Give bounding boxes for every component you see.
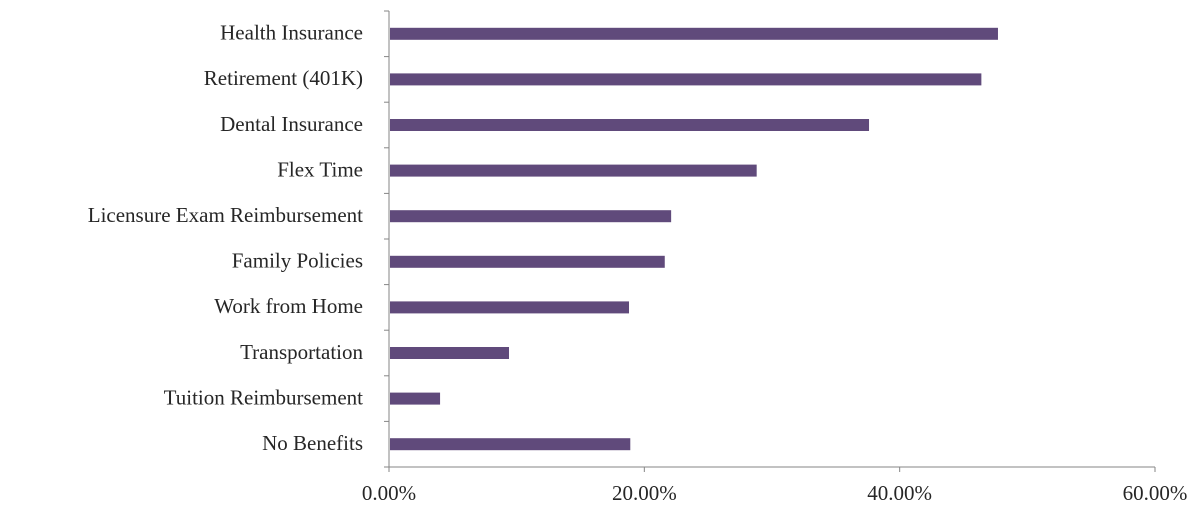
category-label: Dental Insurance	[220, 112, 363, 136]
x-tick-label: 60.00%	[1123, 481, 1188, 505]
bar-work-from-home	[390, 301, 630, 314]
bar-no-benefits	[390, 438, 631, 451]
bar-tuition-reimbursement	[390, 392, 441, 405]
x-axis: 0.00% 20.00% 40.00% 60.00%	[362, 466, 1188, 505]
bar-retirement-401k	[390, 73, 982, 86]
category-label: Transportation	[240, 340, 363, 364]
category-label: Flex Time	[277, 157, 363, 181]
bar-licensure-exam-reimbursement	[390, 210, 672, 223]
category-label: Work from Home	[214, 294, 363, 318]
x-tick-label: 40.00%	[867, 481, 932, 505]
category-label: Family Policies	[232, 249, 363, 273]
category-label: Tuition Reimbursement	[164, 385, 363, 409]
bar-health-insurance	[390, 27, 998, 40]
bar-dental-insurance	[390, 119, 870, 131]
bar-flex-time	[390, 164, 757, 177]
y-axis	[384, 10, 390, 468]
category-labels-group: Health Insurance Retirement (401K) Dental …	[88, 21, 364, 455]
category-label: Health Insurance	[220, 21, 363, 45]
x-tick-label: 0.00%	[362, 481, 416, 505]
x-tick-label: 20.00%	[612, 481, 677, 505]
bar-transportation	[390, 347, 510, 359]
bar-family-policies	[390, 255, 665, 268]
category-label: No Benefits	[262, 431, 363, 455]
category-label: Licensure Exam Reimbursement	[88, 203, 363, 227]
category-label: Retirement (401K)	[204, 66, 363, 90]
bars-group	[390, 27, 998, 451]
